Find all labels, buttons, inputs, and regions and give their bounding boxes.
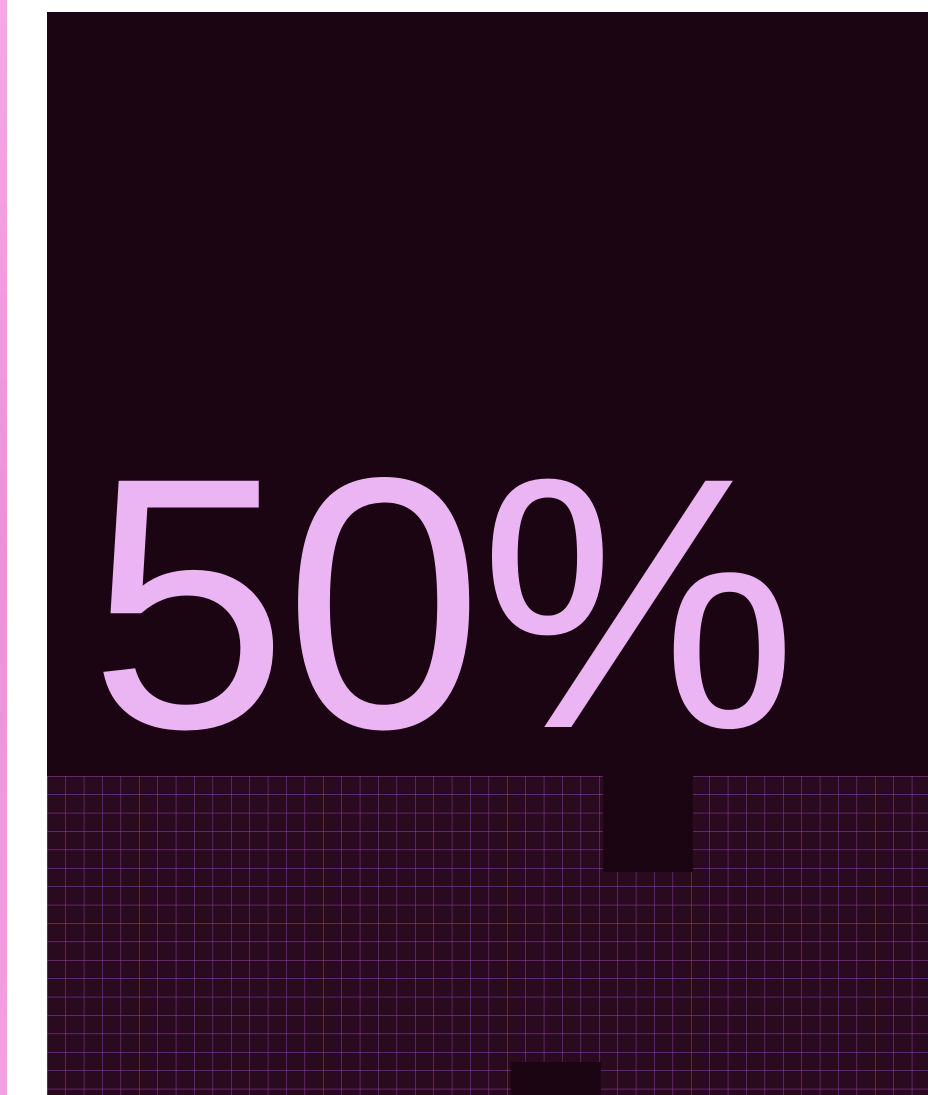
stat-panel: 50% [47, 12, 928, 1095]
grid-lines [47, 776, 928, 1095]
grid-area [47, 776, 928, 1095]
left-edge-strip [0, 0, 7, 1095]
grid-notch-bottom [511, 1062, 601, 1095]
headline-percentage: 50% [89, 403, 798, 803]
